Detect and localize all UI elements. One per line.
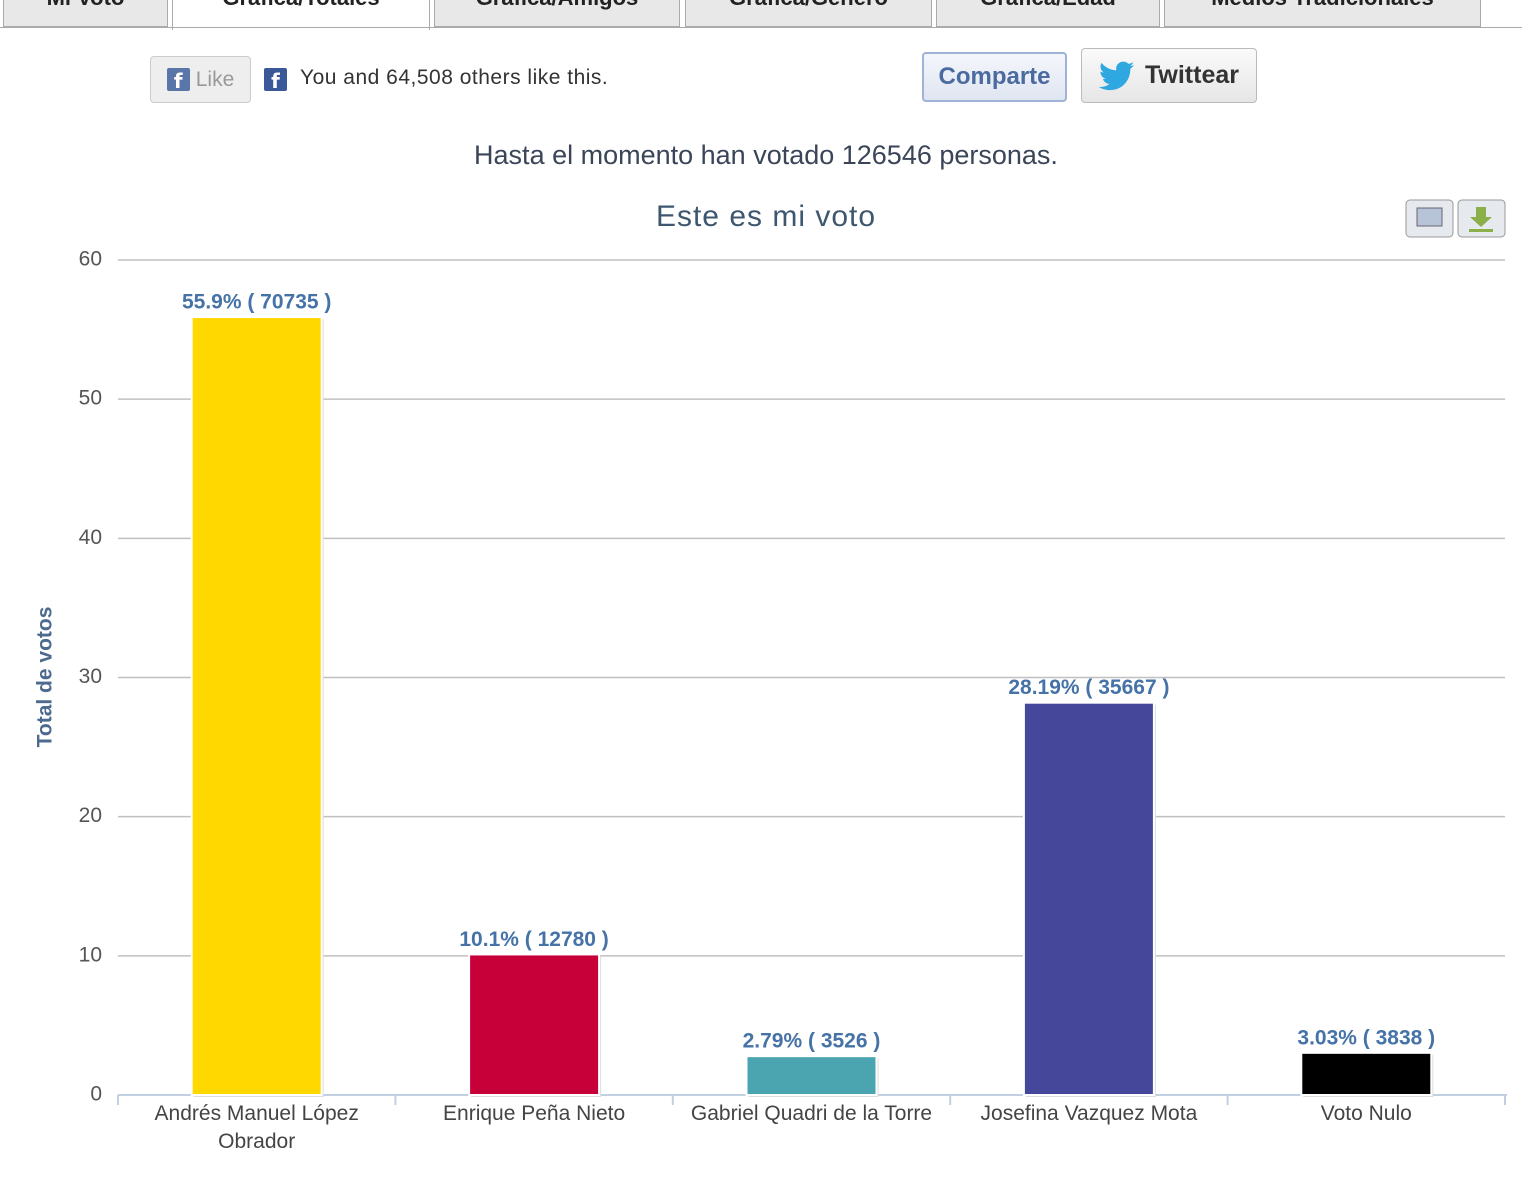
data-label: 55.9% ( 70735 ) [182,291,331,314]
tab[interactable]: Gráfica/Género [685,0,932,27]
tab-divider [0,27,1522,28]
data-label: 10.1% ( 12780 ) [459,928,608,951]
x-tick-label: Gabriel Quadri de la Torre [690,1102,933,1125]
x-tick-label: Enrique Peña Nieto [443,1102,626,1125]
x-tick-label: Josefina Vazquez Mota [980,1102,1198,1125]
data-label: 2.79% ( 3526 ) [743,1030,881,1053]
data-label: 3.03% ( 3838 ) [1297,1026,1435,1049]
y-tick-label: 30 [79,665,102,688]
like-label: Like [195,67,235,91]
bar [1300,1051,1433,1097]
y-tick-label: 40 [79,526,102,549]
twitter-icon [1099,61,1134,90]
chart-title: Este es mi voto [656,200,876,233]
y-tick-label: 10 [79,943,102,966]
tab[interactable]: Gráfica/Amigos [434,0,680,27]
y-tick-label: 60 [79,248,102,271]
share-button[interactable]: Comparte [922,52,1067,102]
tab[interactable]: Medios Tradicionales [1164,0,1481,27]
bar [1022,701,1155,1096]
like-button[interactable]: f Like [150,56,251,103]
like-count: You and 64,508 others like this. [300,66,609,89]
y-axis-label: Total de votos [34,607,57,748]
x-tick-label: Voto Nulo [1320,1102,1412,1125]
tweet-button[interactable]: Twittear [1081,48,1257,103]
y-tick-label: 50 [79,387,102,410]
y-tick-label: 20 [79,804,102,827]
data-label: 28.19% ( 35667 ) [1008,676,1169,699]
export-button[interactable] [1457,199,1506,238]
bar [190,316,323,1096]
vote-count-notice: Hasta el momento han votado 126546 perso… [474,140,1058,170]
bar [468,953,601,1096]
facebook-icon: f [264,68,287,93]
tab[interactable]: Gráfica/Totales [172,0,430,30]
tab[interactable]: Mi Voto [3,0,168,27]
x-tick-label: Andrés Manuel López Obrador [154,1102,359,1153]
tab[interactable]: Gráfica/Edad [936,0,1160,27]
tweet-label: Twittear [1145,61,1239,89]
print-button[interactable] [1405,199,1454,238]
y-tick-label: 0 [90,1083,102,1106]
bar [745,1055,878,1096]
